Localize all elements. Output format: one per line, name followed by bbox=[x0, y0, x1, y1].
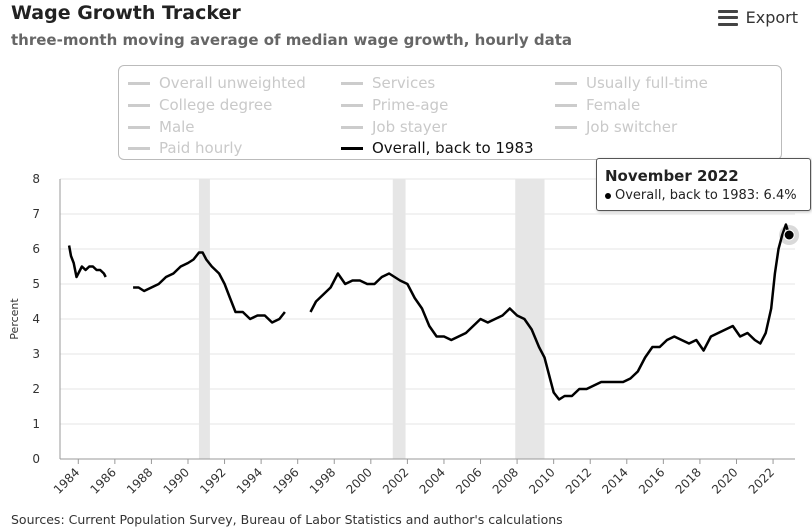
x-tick-label: 1988 bbox=[124, 465, 155, 496]
x-tick-label: 2002 bbox=[380, 465, 411, 496]
x-tick-label: 1992 bbox=[197, 465, 228, 496]
tooltip: November 2022 Overall, back to 1983: 6.4… bbox=[596, 158, 811, 211]
x-tick-label: 2020 bbox=[709, 465, 740, 496]
legend-item-overall-unweighted[interactable]: Overall unweighted bbox=[128, 74, 306, 92]
chart-subtitle: three-month moving average of median wag… bbox=[11, 31, 573, 49]
tooltip-value: 6.4% bbox=[763, 188, 797, 203]
legend-label: Male bbox=[159, 118, 195, 136]
legend-swatch bbox=[555, 81, 577, 85]
legend-label: Overall, back to 1983 bbox=[372, 139, 534, 157]
legend-label: Job stayer bbox=[372, 118, 448, 136]
highlight-marker bbox=[779, 225, 800, 245]
y-tick-label: 1 bbox=[32, 417, 40, 431]
x-tick-label: 1994 bbox=[234, 465, 265, 496]
x-tick-label: 2004 bbox=[417, 465, 448, 496]
x-tick-label: 2000 bbox=[343, 465, 374, 496]
legend-swatch bbox=[555, 103, 577, 107]
legend-item-female[interactable]: Female bbox=[555, 96, 640, 114]
legend-label: Job switcher bbox=[586, 118, 678, 136]
series-line-segment bbox=[309, 223, 791, 401]
legend-label: Overall unweighted bbox=[159, 74, 306, 92]
legend-label: College degree bbox=[159, 96, 273, 114]
legend-label: Prime-age bbox=[372, 96, 449, 114]
y-axis-label: Percent bbox=[8, 298, 21, 340]
legend-swatch bbox=[555, 125, 577, 129]
legend-item-paid-hourly[interactable]: Paid hourly bbox=[128, 139, 242, 157]
y-tick-label: 8 bbox=[32, 172, 40, 186]
source-note: Sources: Current Population Survey, Bure… bbox=[11, 512, 563, 527]
x-tick-label: 2022 bbox=[746, 465, 777, 496]
y-tick-label: 6 bbox=[32, 242, 40, 256]
x-tick-label: 2006 bbox=[453, 465, 484, 496]
series-line-segment bbox=[133, 251, 286, 324]
x-tick-label: 1990 bbox=[161, 465, 192, 496]
tooltip-title: November 2022 bbox=[605, 167, 739, 185]
y-tick-label: 5 bbox=[32, 277, 40, 291]
y-tick-label: 3 bbox=[32, 347, 40, 361]
legend-item-college-degree[interactable]: College degree bbox=[128, 96, 272, 114]
y-tick-label: 4 bbox=[32, 312, 40, 326]
y-tick-label: 0 bbox=[32, 452, 40, 466]
legend-label: Usually full-time bbox=[586, 74, 708, 92]
legend-item-male[interactable]: Male bbox=[128, 118, 195, 136]
legend-item-usually-full-time[interactable]: Usually full-time bbox=[555, 74, 708, 92]
legend-item-job-stayer[interactable]: Job stayer bbox=[341, 118, 447, 136]
series-lines bbox=[67, 223, 791, 401]
y-tick-label: 2 bbox=[32, 382, 40, 396]
legend-swatch bbox=[341, 103, 363, 107]
legend-swatch bbox=[128, 103, 150, 107]
x-tick-label: 1986 bbox=[87, 465, 118, 496]
gridlines bbox=[60, 178, 795, 425]
x-tick-label: 2016 bbox=[636, 465, 667, 496]
legend-label: Paid hourly bbox=[159, 139, 243, 157]
chart-title: Wage Growth Tracker bbox=[11, 2, 241, 24]
chart-legend: Overall unweighted Services Usually full… bbox=[118, 65, 782, 160]
legend-item-overall-back-to-1983[interactable]: Overall, back to 1983 bbox=[341, 139, 534, 157]
legend-swatch bbox=[341, 146, 363, 150]
hamburger-menu-icon bbox=[717, 9, 738, 26]
legend-swatch bbox=[128, 146, 150, 150]
tooltip-body: Overall, back to 1983: 6.4% bbox=[605, 188, 802, 203]
x-tick-label: 1996 bbox=[270, 465, 301, 496]
x-tick-label: 2008 bbox=[490, 465, 521, 496]
x-tick-label: 2018 bbox=[673, 465, 704, 496]
y-tick-label: 7 bbox=[32, 207, 40, 221]
legend-label: Services bbox=[372, 74, 436, 92]
tooltip-bullet-icon bbox=[605, 192, 611, 199]
legend-swatch bbox=[128, 81, 150, 85]
export-label: Export bbox=[745, 8, 798, 27]
tooltip-series-name: Overall, back to 1983 bbox=[615, 188, 756, 203]
export-button[interactable]: Export bbox=[717, 8, 798, 27]
x-tick-label: 1998 bbox=[307, 465, 338, 496]
x-tick-label: 2014 bbox=[599, 465, 630, 496]
x-tick-label: 2012 bbox=[563, 465, 594, 496]
legend-swatch bbox=[128, 125, 150, 129]
legend-item-prime-age[interactable]: Prime-age bbox=[341, 96, 448, 114]
highlight-point[interactable] bbox=[783, 229, 795, 241]
legend-item-job-switcher[interactable]: Job switcher bbox=[555, 118, 677, 136]
axes: 0 1 2 3 4 5 6 7 8 1984 1986 1988 1990 1992 1994 1996 199… bbox=[32, 172, 795, 497]
x-tick-label: 2010 bbox=[526, 465, 557, 496]
x-tick-label: 1984 bbox=[51, 465, 82, 496]
legend-item-services[interactable]: Services bbox=[341, 74, 435, 92]
series-line-segment bbox=[67, 245, 107, 279]
legend-label: Female bbox=[586, 96, 641, 114]
legend-swatch bbox=[341, 125, 363, 129]
legend-swatch bbox=[341, 81, 363, 85]
